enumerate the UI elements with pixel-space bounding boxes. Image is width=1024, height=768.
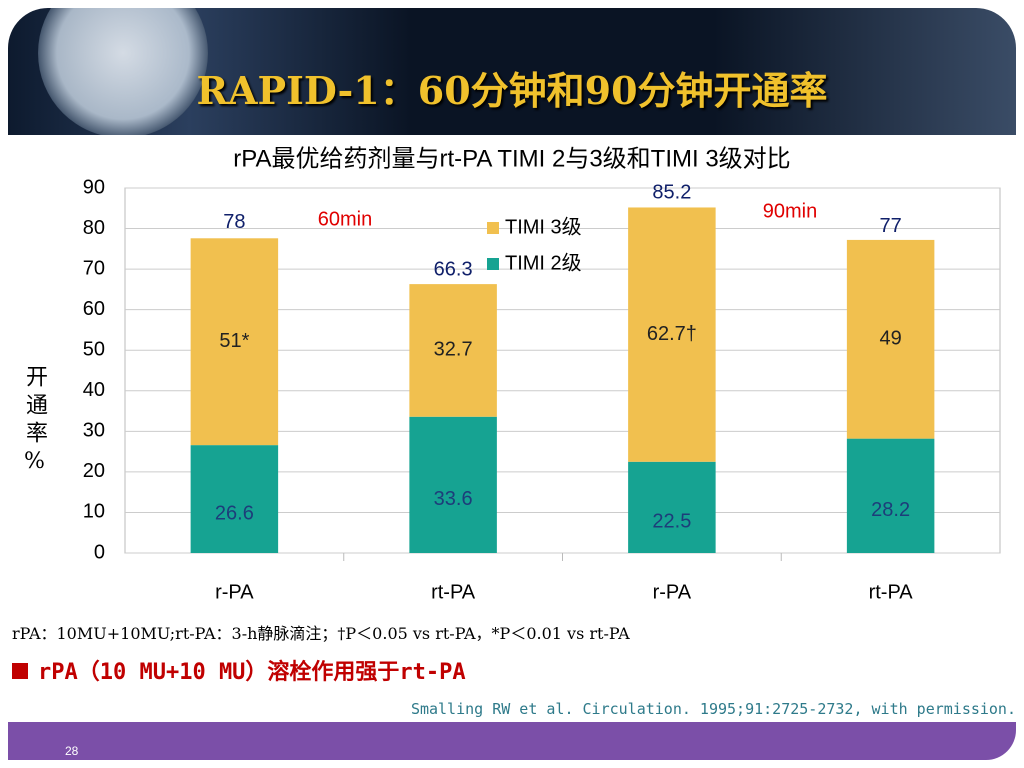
y-tick-label: 0	[94, 541, 105, 563]
bullet-square	[12, 663, 28, 679]
data-label: 26.6	[215, 502, 254, 524]
total-label: 78	[223, 211, 245, 233]
legend-label: TIMI 2级	[505, 251, 582, 274]
bar-segment	[846, 438, 935, 553]
total-label: 77	[880, 215, 902, 237]
y-tick-label: 20	[83, 460, 105, 482]
data-label: 51*	[219, 330, 249, 352]
bar-segment	[409, 416, 497, 553]
gauge-image	[38, 8, 208, 135]
bar-segment	[628, 207, 716, 462]
y-tick-label: 90	[83, 176, 105, 198]
footer-bar	[8, 722, 1016, 760]
bar-segment	[190, 445, 279, 553]
chart-title: rPA最优给药剂量与rt-PA TIMI 2与3级和TIMI 3级对比	[233, 145, 790, 172]
data-label: 33.6	[434, 488, 473, 510]
legend-swatch	[487, 258, 499, 270]
y-tick-label: 10	[83, 501, 105, 523]
x-tick-label: r-PA	[653, 581, 692, 603]
y-tick-label: 30	[83, 420, 105, 442]
legend-swatch	[487, 222, 499, 234]
bar-segment	[190, 238, 279, 446]
bullet-text: rPA（10 MU+10 MU）溶栓作用强于rt-PA	[38, 660, 466, 685]
y-tick-label: 40	[83, 379, 105, 401]
y-tick-label: 50	[83, 339, 105, 361]
total-label: 66.3	[434, 258, 473, 280]
page-number: 28	[65, 744, 79, 758]
x-tick-label: rt-PA	[869, 581, 914, 603]
y-tick-label: 60	[83, 298, 105, 320]
bar-segment	[846, 239, 935, 439]
x-tick-label: r-PA	[215, 581, 254, 603]
slide-title: RAPID-1：60分钟和90分钟开通率	[196, 68, 828, 113]
header-banner	[8, 8, 1016, 135]
bar-segment	[628, 461, 716, 553]
data-label: 49	[880, 328, 902, 350]
data-label: 62.7†	[647, 323, 697, 345]
y-axis-label: 开通率%	[22, 365, 47, 480]
y-tick-label: 80	[83, 217, 105, 239]
data-label: 32.7	[434, 339, 473, 361]
bar-segment	[409, 284, 497, 417]
annotation: 90min	[763, 200, 817, 222]
citation: Smalling RW et al. Circulation. 1995;91:…	[410, 700, 1016, 718]
x-tick-label: rt-PA	[431, 581, 476, 603]
footnote: rPA：10MU+10MU;rt-PA：3-h静脉滴注；†P＜0.05 vs r…	[12, 624, 630, 643]
data-label: 28.2	[871, 499, 910, 521]
legend-label: TIMI 3级	[505, 215, 582, 238]
bullet: rPA（10 MU+10 MU）溶栓作用强于rt-PA	[12, 654, 466, 686]
data-label: 22.5	[652, 511, 691, 533]
total-label: 85.2	[652, 182, 691, 204]
chart: rPA最优给药剂量与rt-PA TIMI 2与3级和TIMI 3级对比 0 10 2…	[83, 145, 1001, 603]
y-tick-label: 70	[83, 257, 105, 279]
annotation: 60min	[318, 208, 372, 230]
